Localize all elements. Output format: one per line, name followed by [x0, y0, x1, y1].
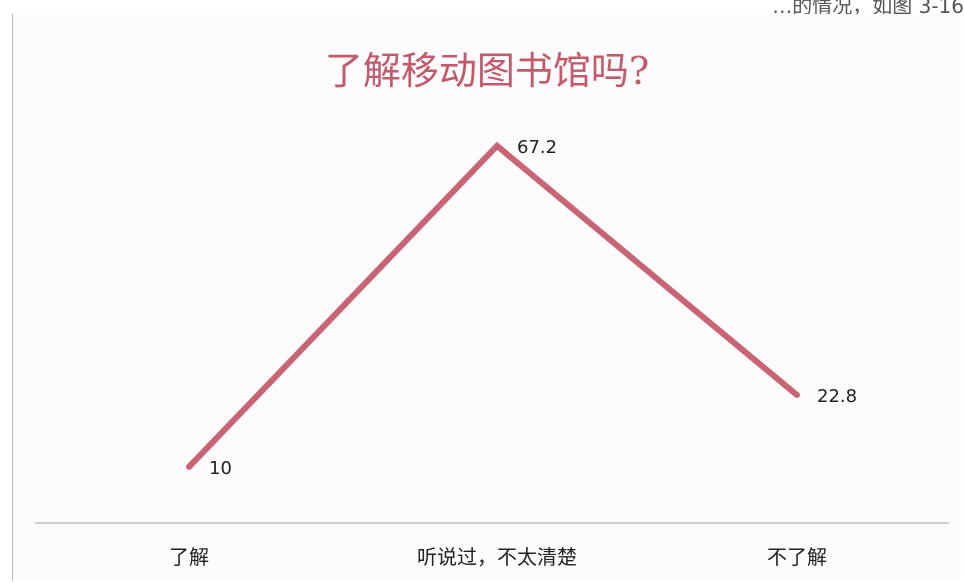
x-axis-ticks: 了解 听说过，不太清楚 不了解 — [169, 545, 827, 569]
series-line — [186, 141, 799, 469]
chart-title: 了解移动图书馆吗? — [325, 49, 649, 93]
data-label: 10 — [209, 458, 232, 479]
top-fragment-text: …的情况，如图 3-16 — [772, 0, 964, 14]
data-label: 67.2 — [517, 137, 557, 158]
chart-frame: 了解移动图书馆吗? 了解 听说过，不太清楚 不了解 10 67.2 22.8 — [12, 14, 961, 581]
data-point — [186, 463, 192, 470]
data-point — [494, 142, 500, 149]
x-tick-label: 听说过，不太清楚 — [417, 545, 577, 569]
line-chart: 了解移动图书馆吗? 了解 听说过，不太清楚 不了解 10 67.2 22.8 — [35, 49, 949, 569]
x-tick-label: 不了解 — [767, 545, 827, 569]
data-point — [794, 392, 800, 399]
page-top-fragment: …的情况，如图 3-16 — [0, 0, 964, 14]
x-tick-label: 了解 — [169, 545, 209, 569]
series-group: 10 67.2 22.8 — [186, 137, 857, 479]
data-label: 22.8 — [817, 386, 857, 407]
